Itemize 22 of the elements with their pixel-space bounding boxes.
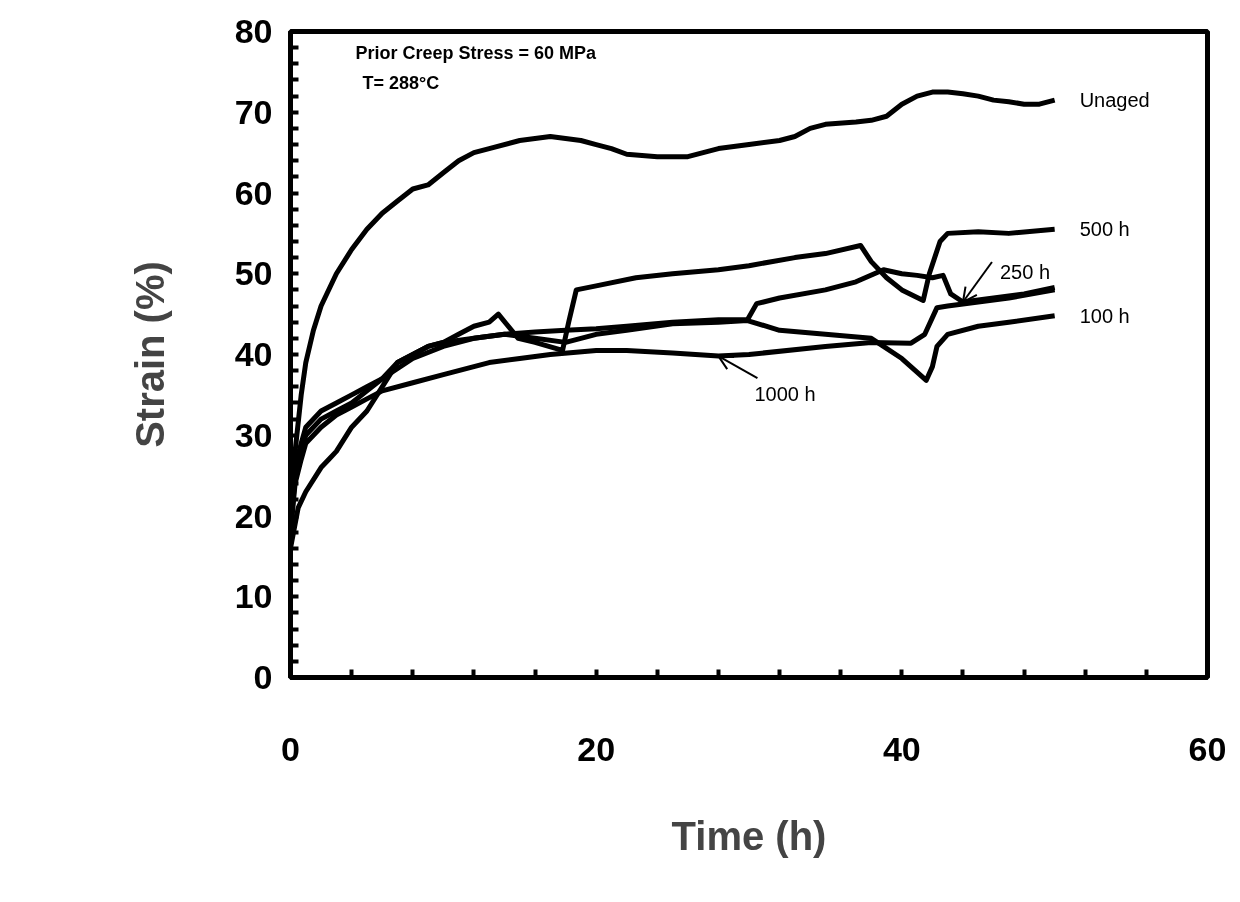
x-tick-label: 20 bbox=[577, 729, 616, 768]
y-tick-label: 20 bbox=[234, 496, 273, 535]
x-tick-label: 60 bbox=[1188, 729, 1227, 768]
x-axis-title: Time (h) bbox=[671, 813, 827, 858]
y-tick-label: 70 bbox=[234, 92, 273, 131]
annotation: 250 h bbox=[999, 261, 1051, 284]
x-tick-label: 40 bbox=[882, 729, 921, 768]
y-axis-title: Strain (%) bbox=[127, 261, 172, 448]
series-label: Unaged bbox=[1079, 89, 1150, 112]
y-tick-label: 10 bbox=[234, 577, 273, 616]
y-tick-label: 40 bbox=[234, 335, 273, 373]
annotation: Prior Creep Stress = 60 MPa bbox=[355, 42, 598, 63]
series-label: 500 h bbox=[1079, 218, 1130, 241]
y-tick-label: 80 bbox=[234, 12, 273, 50]
y-tick-label: 0 bbox=[253, 658, 273, 696]
annotation: 1000 h bbox=[754, 383, 816, 406]
y-tick-label: 50 bbox=[234, 254, 273, 293]
x-tick-label: 0 bbox=[281, 729, 300, 768]
y-tick-label: 60 bbox=[234, 173, 273, 212]
annotation: T= 288°C bbox=[362, 72, 440, 93]
series-label: 100 h bbox=[1079, 304, 1130, 327]
y-tick-label: 30 bbox=[234, 415, 273, 454]
